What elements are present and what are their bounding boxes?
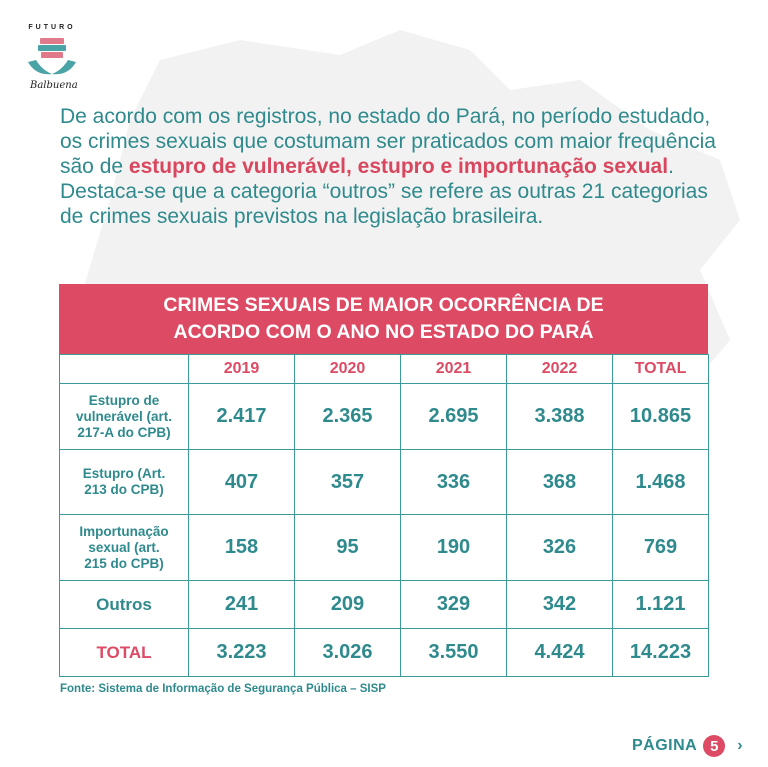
total-row: TOTAL 3.223 3.026 3.550 4.424 14.223	[59, 628, 709, 677]
header-total: TOTAL	[612, 354, 709, 384]
intro-text-2: . Destaca-se que a categoria “outros” se…	[60, 155, 708, 228]
row-label: Importunação sexual (art. 215 do CPB)	[59, 514, 189, 581]
table-title-line-2: ACORDO COM O ANO NO ESTADO DO PARÁ	[173, 321, 594, 343]
row-label: Estupro de vulnerável (art. 217-A do CPB…	[59, 383, 189, 450]
intro-text-1: De acordo com os registros, no estado do…	[60, 105, 716, 178]
cell-value: 3.388	[506, 383, 613, 450]
cell-value: 158	[188, 514, 295, 581]
cell-value: 14.223	[612, 628, 709, 677]
table-title: CRIMES SEXUAIS DE MAIOR OCORRÊNCIA DE AC…	[59, 284, 708, 354]
logo: FUTURO Balbuena	[22, 24, 82, 96]
logo-signature: Balbuena	[30, 80, 78, 91]
header-2020: 2020	[294, 354, 401, 384]
cell-value: 407	[188, 449, 295, 515]
cell-value: 2.695	[400, 383, 507, 450]
cell-value: 10.865	[612, 383, 709, 450]
header-2022: 2022	[506, 354, 613, 384]
cell-value: 3.550	[400, 628, 507, 677]
table-row: Importunação sexual (art. 215 do CPB) 15…	[59, 514, 709, 581]
table-title-line-1: CRIMES SEXUAIS DE MAIOR OCORRÊNCIA DE	[163, 294, 604, 316]
cell-value: 368	[506, 449, 613, 515]
cell-value: 326	[506, 514, 613, 581]
cell-value: 2.417	[188, 383, 295, 450]
page-label: PÁGINA	[632, 737, 698, 754]
data-table: 2019 2020 2021 2022 TOTAL Estupro de vul…	[59, 354, 709, 677]
header-row: 2019 2020 2021 2022 TOTAL	[59, 354, 709, 384]
cell-value: 769	[612, 514, 709, 581]
intro-highlight: estupro de vulnerável, estupro e importu…	[128, 155, 669, 178]
row-label: Estupro (Art. 213 do CPB)	[59, 449, 189, 515]
row-label: Outros	[59, 580, 189, 629]
logo-arc-text: FUTURO	[28, 24, 76, 31]
cell-value: 3.223	[188, 628, 295, 677]
next-page-icon[interactable]: ›	[737, 737, 743, 754]
crimes-table: CRIMES SEXUAIS DE MAIOR OCORRÊNCIA DE AC…	[59, 284, 709, 677]
cell-value: 190	[400, 514, 507, 581]
cell-value: 3.026	[294, 628, 401, 677]
table-row: Estupro (Art. 213 do CPB) 407 357 336 36…	[59, 449, 709, 515]
cell-value: 241	[188, 580, 295, 629]
cell-value: 1.468	[612, 449, 709, 515]
cell-value: 2.365	[294, 383, 401, 450]
cell-value: 1.121	[612, 580, 709, 629]
cell-value: 342	[506, 580, 613, 629]
cell-value: 209	[294, 580, 401, 629]
cell-value: 329	[400, 580, 507, 629]
cell-value: 4.424	[506, 628, 613, 677]
pagination: PÁGINA 5 ›	[632, 735, 743, 757]
page-number-badge: 5	[703, 735, 726, 757]
source-note: Fonte: Sistema de Informação de Seguranç…	[60, 683, 386, 695]
header-2019: 2019	[188, 354, 295, 384]
intro-paragraph: De acordo com os registros, no estado do…	[60, 104, 720, 229]
books-hands-icon	[28, 38, 76, 75]
table-row: Estupro de vulnerável (art. 217-A do CPB…	[59, 383, 709, 450]
header-2021: 2021	[400, 354, 507, 384]
cell-value: 336	[400, 449, 507, 515]
table-row: Outros 241 209 329 342 1.121	[59, 580, 709, 629]
cell-value: 357	[294, 449, 401, 515]
cell-value: 95	[294, 514, 401, 581]
row-label-total: TOTAL	[59, 628, 189, 677]
header-empty	[59, 354, 189, 384]
